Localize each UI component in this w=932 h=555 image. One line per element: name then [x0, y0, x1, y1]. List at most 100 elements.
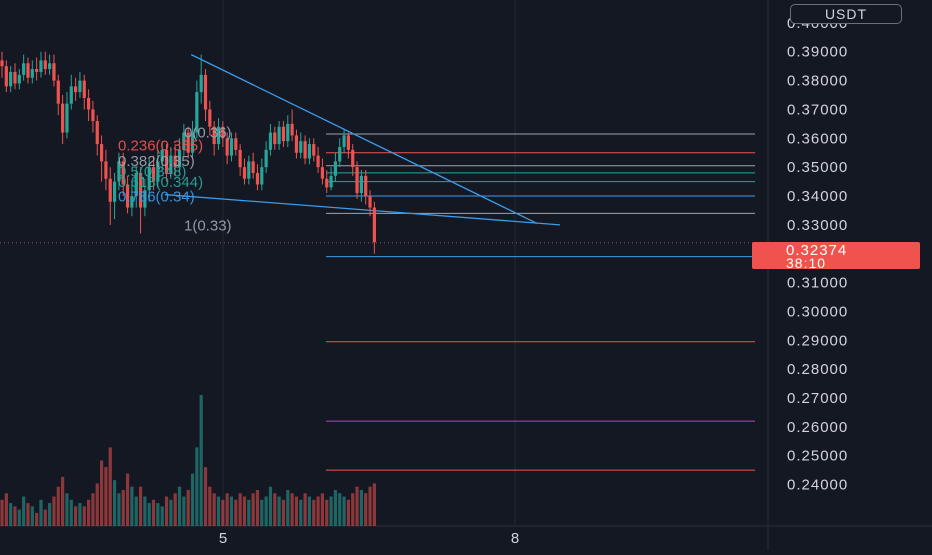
candle-body: [234, 138, 238, 150]
volume-bar: [255, 489, 260, 526]
volume-bar: [104, 467, 108, 526]
x-tick-label: 8: [511, 530, 519, 547]
candle-body: [203, 74, 208, 110]
volume-bar: [43, 509, 47, 526]
volume-bar: [39, 499, 43, 526]
volume-bar: [346, 499, 350, 526]
volume-bar: [56, 486, 60, 526]
volume-bar: [17, 509, 21, 526]
volume-bar: [355, 486, 359, 526]
y-tick-label: 0.36000: [787, 130, 848, 147]
candle-body: [372, 207, 376, 243]
volume-bar: [359, 489, 363, 526]
volume-bar: [134, 496, 138, 526]
candle-body: [138, 172, 143, 208]
volume-bar: [61, 476, 65, 526]
last-price-value: 0.32374: [786, 242, 848, 259]
volume-bar: [260, 499, 264, 526]
candle-body: [169, 155, 173, 173]
volume-bar: [333, 489, 338, 526]
fib-labels: 0(0.36)0.236(0.355)0.382(0.35)0.5(0.348)…: [118, 125, 232, 235]
candle-body: [112, 181, 117, 202]
volume-bar: [325, 499, 329, 526]
candle-body: [22, 63, 26, 75]
candle-body: [108, 178, 112, 202]
candle-body: [238, 149, 242, 168]
fib-label: 0.618(0.344): [118, 174, 203, 191]
fib-label: 0(0.36): [184, 125, 232, 142]
candle-body: [273, 132, 277, 145]
volume-bar: [121, 489, 125, 526]
volume-bar: [91, 493, 95, 526]
volume-bar: [173, 493, 177, 526]
candle-body: [48, 63, 52, 70]
volume-bar: [329, 496, 333, 526]
volume-bar: [164, 496, 169, 526]
candle-body: [281, 126, 286, 142]
candle-body: [160, 149, 164, 162]
volume-bar: [242, 496, 247, 526]
candle-body: [359, 175, 363, 194]
candle-body: [229, 138, 234, 156]
volume-bar: [290, 493, 294, 526]
candle-body: [0, 60, 4, 67]
y-tick-label: 0.24000: [787, 477, 848, 494]
volume-bar: [312, 499, 316, 526]
candle-body: [216, 126, 221, 145]
candle-body: [225, 138, 229, 156]
volume-bar: [160, 506, 164, 526]
candle-body: [195, 92, 199, 133]
volume-bar: [151, 499, 156, 526]
candle-body: [351, 149, 355, 168]
candle-body: [104, 161, 108, 179]
horizontal-levels[interactable]: [326, 133, 755, 471]
volume-bar: [212, 493, 216, 526]
volume-bar: [299, 499, 303, 526]
y-tick-label: 0.39000: [787, 44, 848, 61]
candle-body: [43, 60, 47, 70]
y-tick-label: 0.29000: [787, 332, 848, 349]
candle-body: [303, 141, 307, 159]
candle-body: [99, 144, 104, 162]
volume-bar: [225, 493, 229, 526]
y-tick-label: 0.27000: [787, 390, 848, 407]
volume-bar: [138, 486, 143, 526]
candle-body: [74, 86, 78, 93]
fib-label: 0.5(0.348): [118, 163, 186, 180]
volume-bar: [251, 493, 255, 526]
volume-bar: [195, 447, 199, 526]
volume-bar: [190, 473, 195, 526]
x-tick-label: 5: [219, 530, 227, 547]
candle-body: [151, 167, 156, 182]
candle-body: [368, 196, 372, 208]
candle-body: [320, 167, 325, 179]
y-tick-label: 0.26000: [787, 419, 848, 436]
volume-bar: [22, 496, 26, 526]
candle-body: [338, 146, 342, 162]
volume-bar: [247, 499, 251, 526]
candle-body: [35, 69, 39, 72]
volume-bar: [95, 483, 99, 526]
candle-body: [255, 172, 260, 185]
candle-body: [82, 80, 86, 98]
trendlines[interactable]: [164, 54, 561, 226]
currency-badge[interactable]: USDT: [790, 4, 902, 24]
support-trendline: [164, 193, 561, 226]
y-axis[interactable]: 0.400000.390000.380000.370000.360000.350…: [787, 15, 848, 494]
candle-body: [290, 123, 294, 136]
volume-bar: [307, 496, 312, 526]
candle-body: [173, 155, 177, 168]
volume-bar: [48, 503, 52, 526]
volume-bar: [281, 499, 286, 526]
fib-label: 1(0.33): [184, 218, 232, 235]
candle-body: [294, 135, 299, 153]
volume-bar: [234, 499, 238, 526]
candle-body: [199, 74, 203, 93]
candle-body: [312, 144, 316, 156]
candle-body: [39, 60, 43, 72]
volume-bar: [199, 395, 203, 526]
